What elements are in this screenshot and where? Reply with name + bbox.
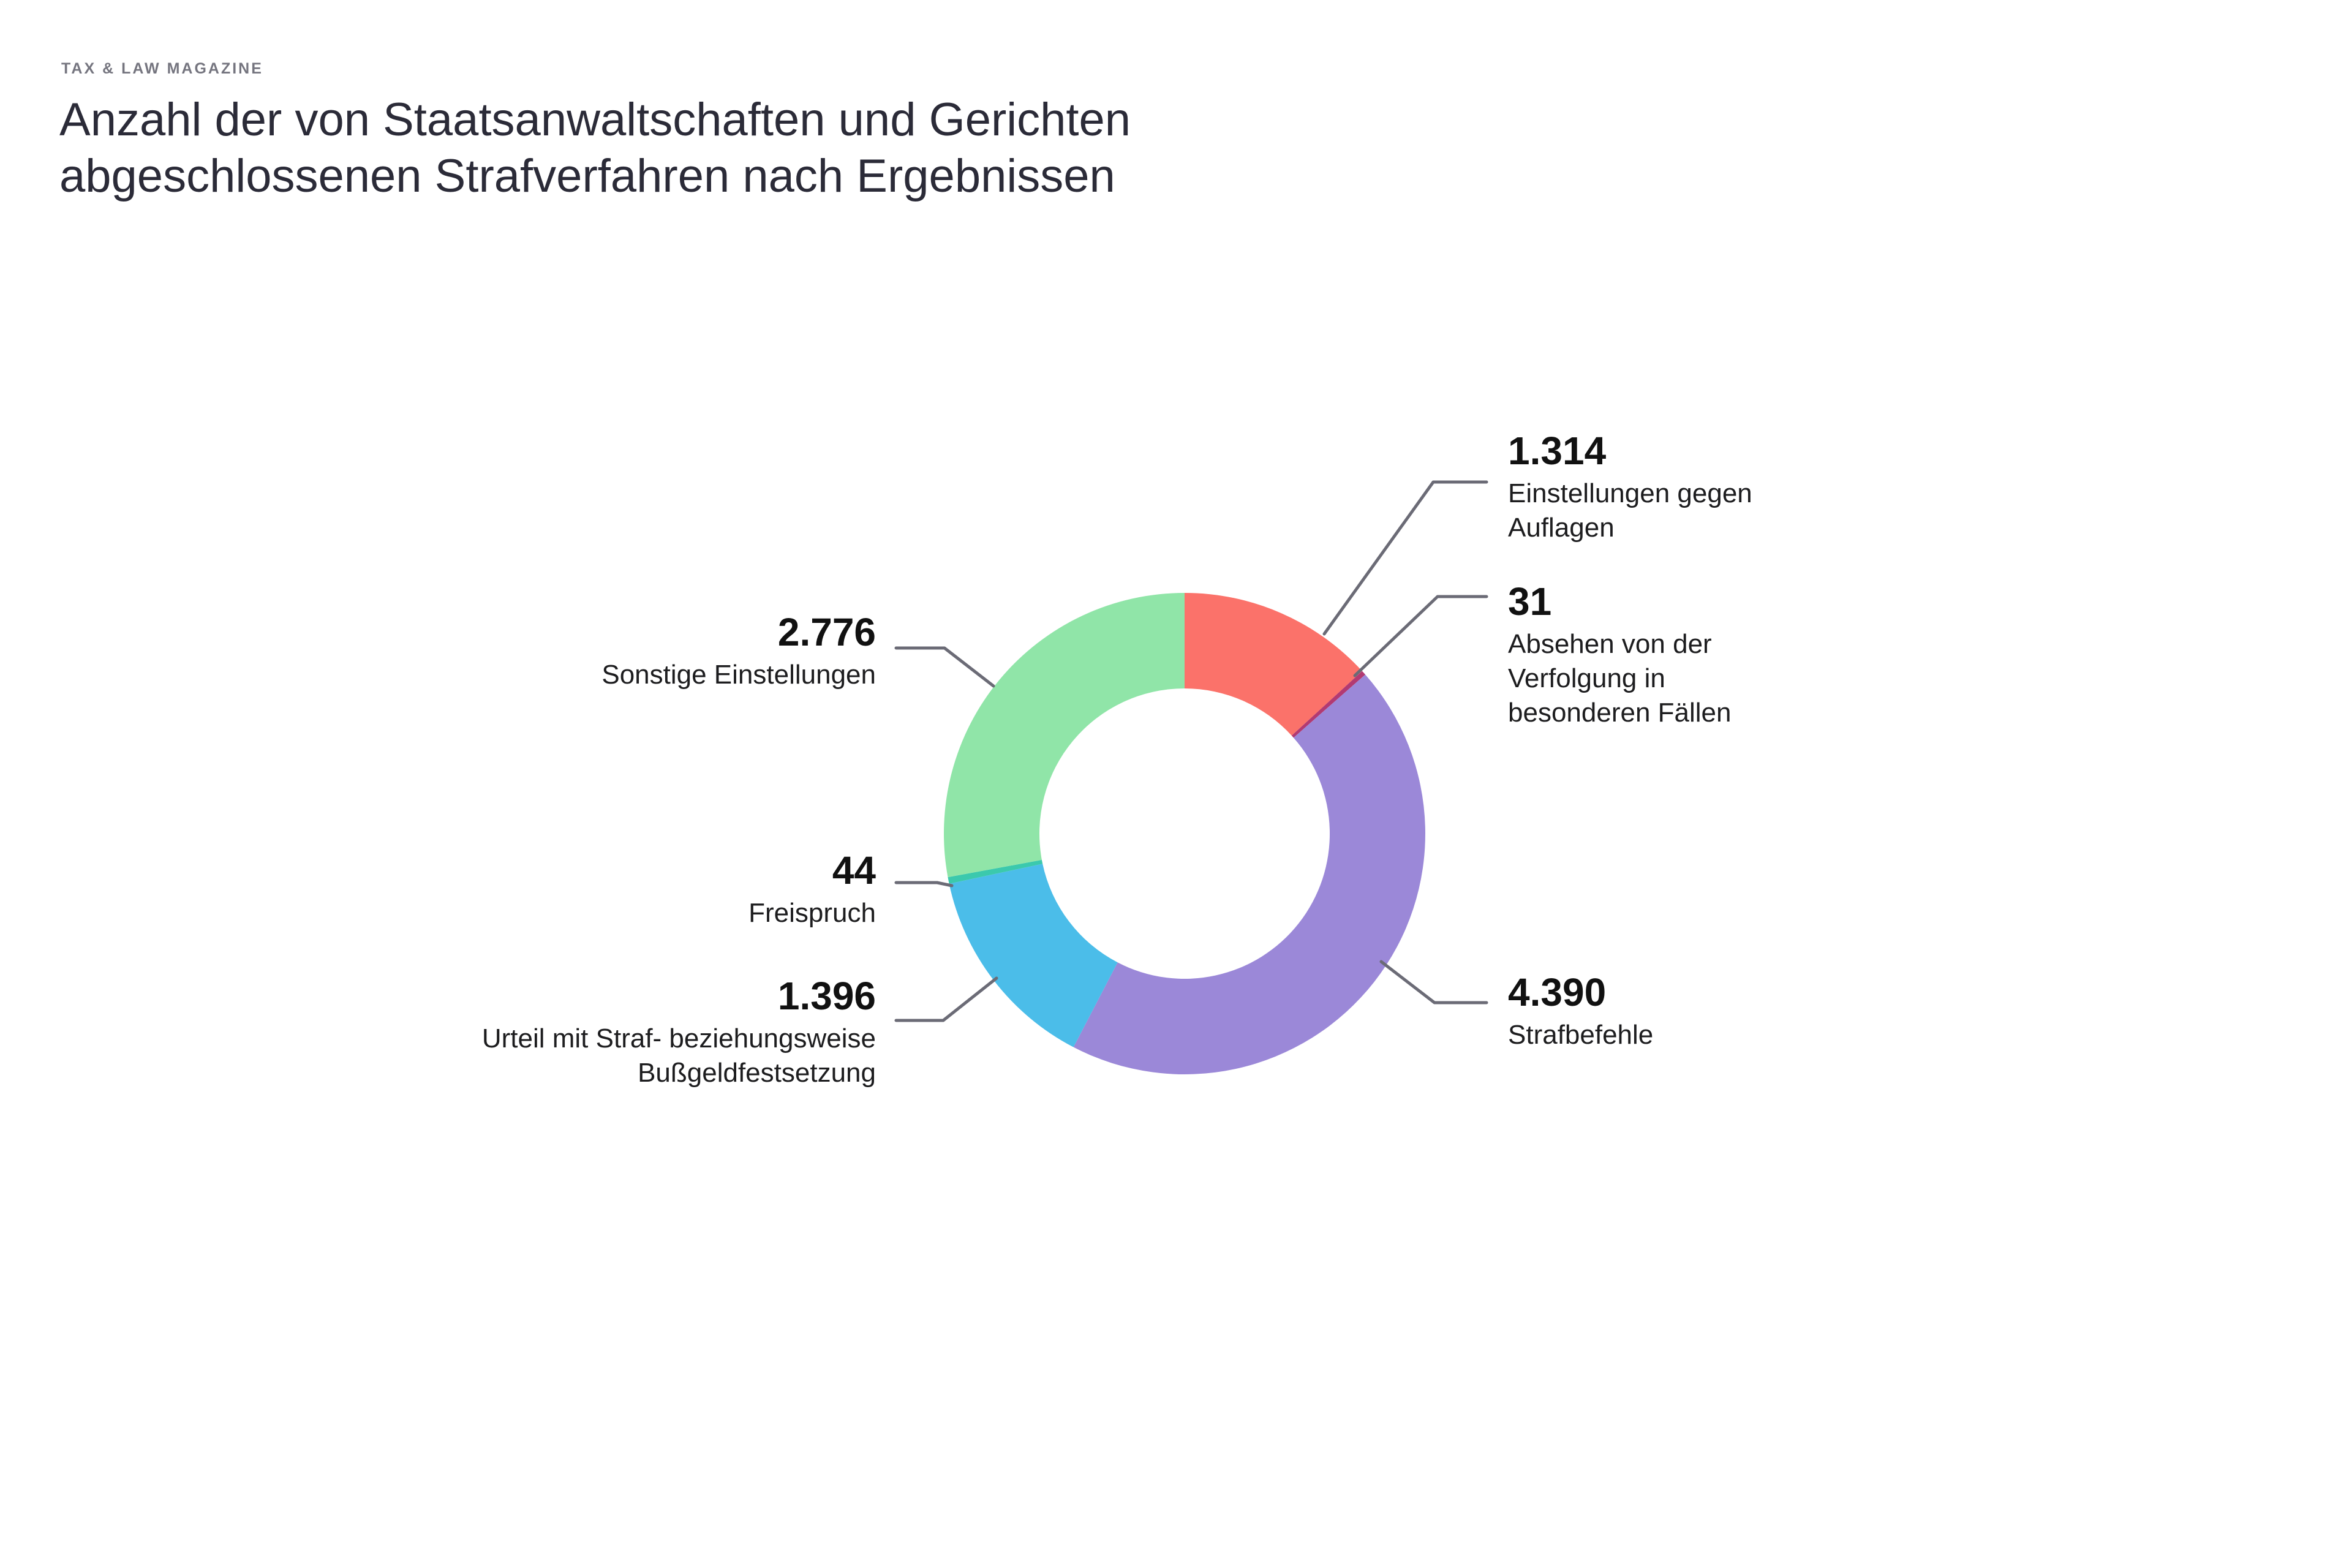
leader-line-2 — [1379, 960, 1488, 1005]
callout-value: 4.390 — [1508, 970, 1607, 1014]
callout-strafbefehle: 4.390 Strafbefehle — [1508, 970, 1851, 1052]
leader-line-0 — [1322, 480, 1488, 636]
callout-label: Absehen von der Verfolgung in besonderen… — [1508, 629, 1732, 728]
callout-value: 1.314 — [1508, 429, 1607, 473]
donut-segment-2 — [1073, 674, 1426, 1075]
callout-value: 31 — [1508, 579, 1552, 624]
callout-absehen-von-der-verfolgung: 31 Absehen von der Verfolgung in besonde… — [1508, 579, 1851, 730]
callout-freispruch: 44 Freispruch — [386, 848, 876, 930]
callout-label: Urteil mit Straf- beziehungsweise Bußgel… — [481, 1023, 876, 1088]
callout-value: 2.776 — [777, 610, 876, 654]
callout-label: Einstellungen gegen Auflagen — [1508, 478, 1752, 543]
callout-value: 44 — [832, 848, 876, 892]
magazine-kicker: TAX & LAW MAGAZINE — [61, 60, 263, 77]
leader-line-1 — [1353, 595, 1488, 677]
donut-segment-3 — [949, 864, 1118, 1047]
callout-label: Sonstige Einstellungen — [601, 660, 876, 690]
callout-value: 1.396 — [777, 974, 876, 1018]
callout-sonstige-einstellungen: 2.776 Sonstige Einstellungen — [386, 610, 876, 692]
donut-segment-1 — [1291, 671, 1366, 738]
chart-title: Anzahl der von Staatsanwaltschaften und … — [59, 94, 1131, 202]
callout-label: Freispruch — [748, 898, 876, 928]
callout-label: Strafbefehle — [1508, 1020, 1654, 1050]
leader-line-3 — [894, 976, 998, 1022]
callout-urteil-mit-festsetzung: 1.396 Urteil mit Straf- beziehungsweise … — [386, 974, 876, 1090]
donut-segment-4 — [948, 859, 1043, 884]
donut-segment-0 — [1185, 593, 1362, 736]
leader-line-4 — [894, 881, 954, 888]
leader-line-5 — [894, 646, 995, 688]
donut-segment-5 — [943, 593, 1185, 878]
callout-einstellungen-gegen-auflagen: 1.314 Einstellungen gegen Auflagen — [1508, 429, 1851, 545]
